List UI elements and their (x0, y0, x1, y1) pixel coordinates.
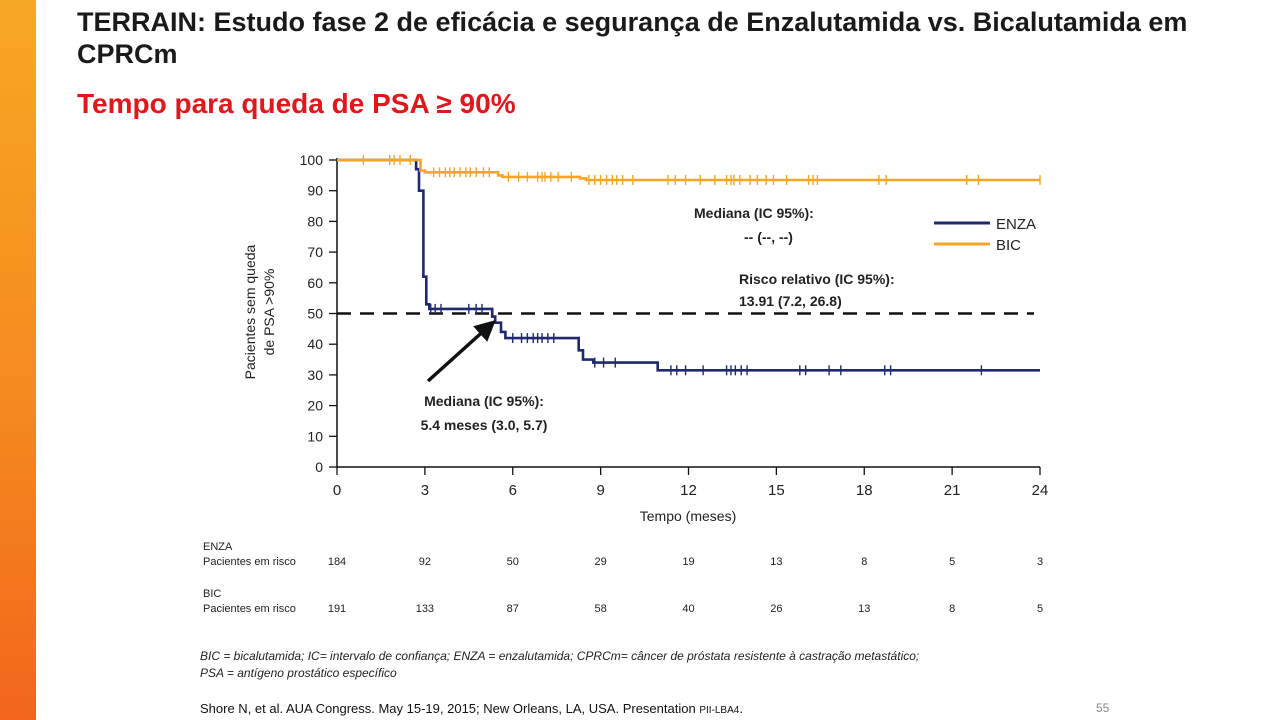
risk-enza-value: 50 (506, 556, 519, 568)
risk-enza-group-label: ENZA (203, 541, 233, 553)
hazard-ratio-value: 13.91 (7.2, 26.8) (739, 293, 842, 309)
y-tick-label: 70 (307, 244, 323, 260)
risk-enza-value: 3 (1036, 556, 1044, 568)
bic-median-label: Mediana (IC 95%): (694, 205, 814, 221)
risk-enza-value: 8 (861, 556, 868, 568)
risk-enza-value: 92 (418, 556, 431, 568)
risk-bic-row-label: Pacientes em risco (203, 603, 296, 615)
risk-enza-value: 13 (770, 556, 783, 568)
risk-enza-value: 19 (682, 556, 695, 568)
x-tick-label: 0 (333, 482, 341, 499)
hazard-ratio-label: Risco relativo (IC 95%): (739, 271, 895, 287)
risk-bic-value: 5 (1036, 603, 1044, 615)
bic-median-value: -- (--, --) (744, 229, 793, 245)
series-group (337, 158, 1040, 372)
y-tick-label: 60 (307, 275, 323, 291)
y-tick-label: 80 (307, 213, 323, 229)
legend-bic-label: BIC (996, 237, 1021, 254)
x-tick-label: 15 (768, 482, 785, 499)
y-tick-label: 100 (300, 152, 324, 168)
footnote-line-2: PSA = antígeno prostático específico (200, 666, 397, 680)
risk-enza-value: 29 (594, 556, 607, 568)
x-tick-label: 3 (421, 482, 429, 499)
reference-citation: Shore N, et al. AUA Congress. May 15-19,… (200, 701, 743, 716)
y-tick-label: 40 (307, 336, 323, 352)
x-axis-label: Tempo (meses) (640, 508, 736, 524)
y-tick-label: 50 (307, 306, 323, 322)
series-line-enza (337, 158, 1040, 372)
enza-median-label: Mediana (IC 95%): (424, 393, 544, 409)
slide-subtitle: Tempo para queda de PSA ≥ 90% (77, 88, 516, 119)
footnote: BIC = bicalutamida; IC= intervalo de con… (200, 648, 1120, 682)
median-arrow (426, 319, 496, 383)
page-number: 55 (1096, 701, 1110, 715)
y-tick-label: 90 (307, 183, 323, 199)
risk-bic-group-label: BIC (203, 588, 222, 600)
risk-bic-value: 26 (770, 603, 783, 615)
y-tick-label: 30 (307, 367, 323, 383)
risk-bic-value: 87 (506, 603, 519, 615)
orange-accent-bar (0, 0, 36, 720)
risk-bic-value: 13 (858, 603, 871, 615)
y-tick-label: 10 (307, 428, 323, 444)
risk-enza-value: 5 (949, 556, 956, 568)
x-tick-label: 21 (944, 482, 961, 499)
x-tick-label: 6 (509, 482, 517, 499)
x-tick-label: 24 (1032, 482, 1049, 499)
y-tick-label: 20 (307, 398, 323, 414)
reference-end: . (739, 701, 743, 716)
y-axis-label-line1: Pacientes sem queda (242, 244, 258, 379)
chart-axes: 0 10 20 30 40 50 60 70 80 90 100 0 3 6 9 12 15 18 21 24 (300, 152, 1049, 499)
risk-bic-value: 133 (415, 603, 435, 615)
risk-enza-value: 184 (327, 556, 347, 568)
series-line-bic (337, 158, 1040, 182)
risk-enza-row-label: Pacientes em risco (203, 556, 296, 568)
legend-enza-label: ENZA (996, 216, 1036, 233)
footnote-line-1: BIC = bicalutamida; IC= intervalo de con… (200, 649, 920, 663)
reference-text: Shore N, et al. AUA Congress. May 15-19,… (200, 701, 700, 716)
slide-title: TERRAIN: Estudo fase 2 de eficácia e seg… (77, 7, 1188, 69)
risk-bic-value: 40 (682, 603, 695, 615)
reference-code: PII-LBA4 (699, 705, 740, 716)
x-tick-label: 18 (856, 482, 873, 499)
censor-marks-group (362, 155, 1041, 376)
risk-bic-value: 58 (594, 603, 607, 615)
enza-median-value: 5.4 meses (3.0, 5.7) (421, 417, 548, 433)
x-tick-label: 9 (596, 482, 604, 499)
risk-bic-value: 191 (327, 603, 347, 615)
y-axis-label-line2: de PSA >90% (261, 269, 277, 356)
risk-bic-value: 8 (949, 603, 956, 615)
x-tick-label: 12 (680, 482, 697, 499)
y-tick-label: 0 (315, 459, 323, 475)
